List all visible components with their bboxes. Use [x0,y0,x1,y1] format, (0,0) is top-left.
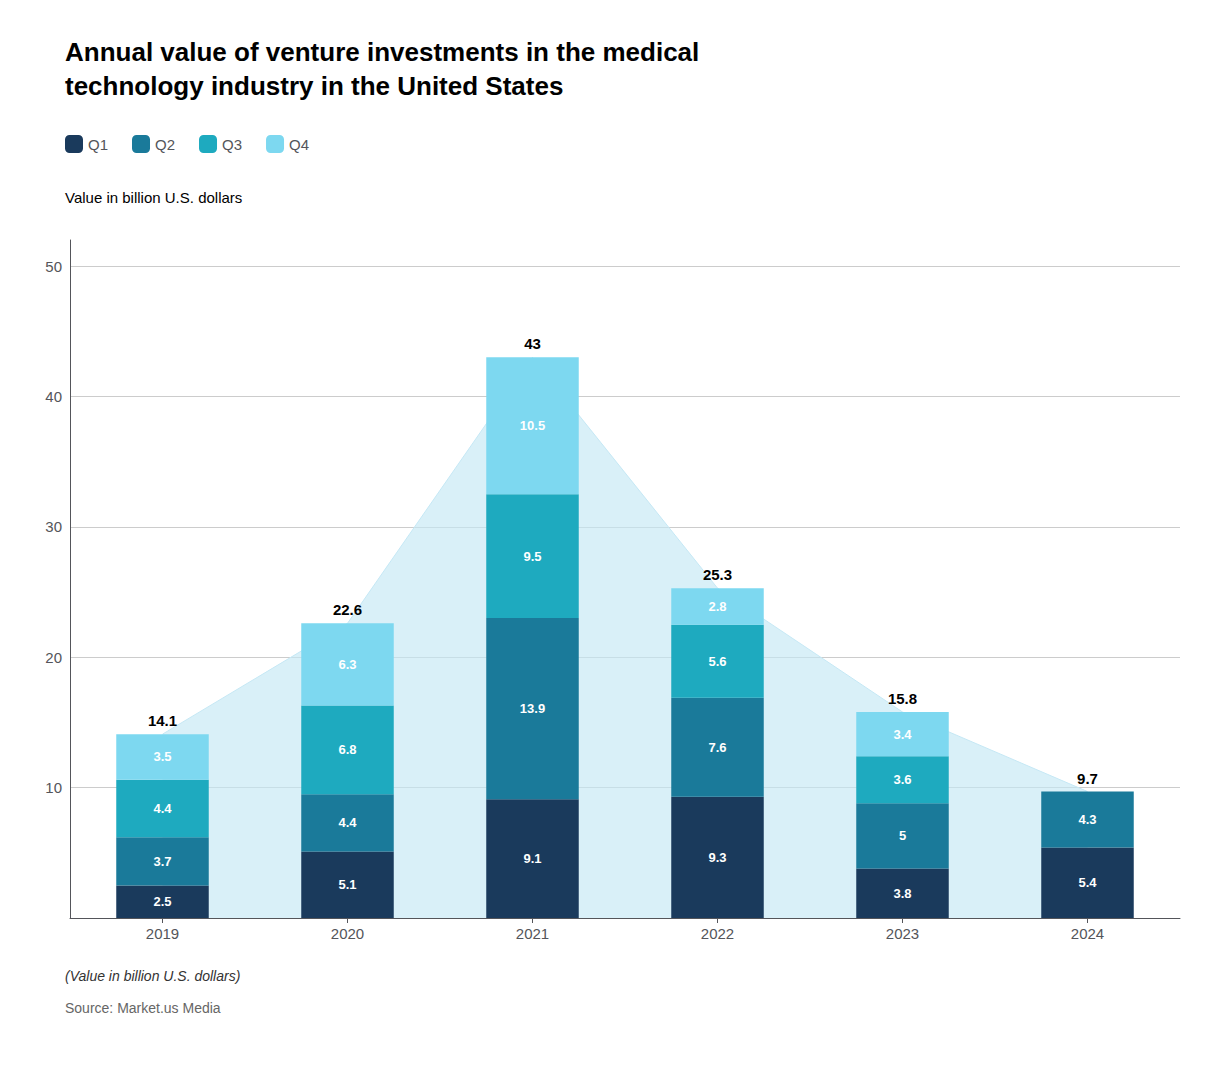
svg-text:4.4: 4.4 [153,801,172,816]
svg-text:14.1: 14.1 [148,712,177,729]
svg-text:9.7: 9.7 [1077,770,1098,787]
svg-text:22.6: 22.6 [333,601,362,618]
svg-text:6.3: 6.3 [338,657,356,672]
svg-text:2019: 2019 [146,925,179,942]
svg-text:10.5: 10.5 [520,418,545,433]
svg-text:Q2: Q2 [155,136,175,153]
svg-text:2.5: 2.5 [153,894,171,909]
svg-text:3.4: 3.4 [893,727,912,742]
svg-text:5: 5 [899,828,906,843]
svg-text:13.9: 13.9 [520,701,545,716]
svg-text:Q3: Q3 [222,136,242,153]
svg-text:43: 43 [524,335,541,352]
svg-text:3.8: 3.8 [893,886,911,901]
svg-text:2023: 2023 [886,925,919,942]
svg-text:3.6: 3.6 [893,772,911,787]
svg-text:7.6: 7.6 [708,740,726,755]
svg-text:Source: Market.us Media: Source: Market.us Media [65,1000,221,1016]
svg-text:9.3: 9.3 [708,850,726,865]
svg-text:20: 20 [45,649,62,666]
svg-text:2.8: 2.8 [708,599,726,614]
svg-text:10: 10 [45,779,62,796]
svg-text:Q4: Q4 [289,136,309,153]
svg-text:50: 50 [45,258,62,275]
svg-text:40: 40 [45,388,62,405]
svg-text:2022: 2022 [701,925,734,942]
svg-text:Value in billion U.S. dollars: Value in billion U.S. dollars [65,189,242,206]
svg-text:Q1: Q1 [88,136,108,153]
svg-text:Annual value of venture invest: Annual value of venture investments in t… [65,37,699,67]
svg-text:25.3: 25.3 [703,566,732,583]
svg-text:5.1: 5.1 [338,877,356,892]
svg-text:15.8: 15.8 [888,690,917,707]
svg-text:4.3: 4.3 [1078,812,1096,827]
svg-text:5.4: 5.4 [1078,875,1097,890]
svg-text:2021: 2021 [516,925,549,942]
svg-text:5.6: 5.6 [708,654,726,669]
svg-text:3.7: 3.7 [153,854,171,869]
svg-text:9.5: 9.5 [523,549,541,564]
svg-text:2024: 2024 [1071,925,1104,942]
svg-text:30: 30 [45,518,62,535]
svg-text:9.1: 9.1 [523,851,541,866]
svg-text:(Value in billion U.S. dollars: (Value in billion U.S. dollars) [65,968,240,984]
svg-text:2020: 2020 [331,925,364,942]
svg-text:4.4: 4.4 [338,815,357,830]
svg-text:3.5: 3.5 [153,749,171,764]
svg-text:6.8: 6.8 [338,742,356,757]
svg-text:technology industry in the Uni: technology industry in the United States [65,71,563,101]
